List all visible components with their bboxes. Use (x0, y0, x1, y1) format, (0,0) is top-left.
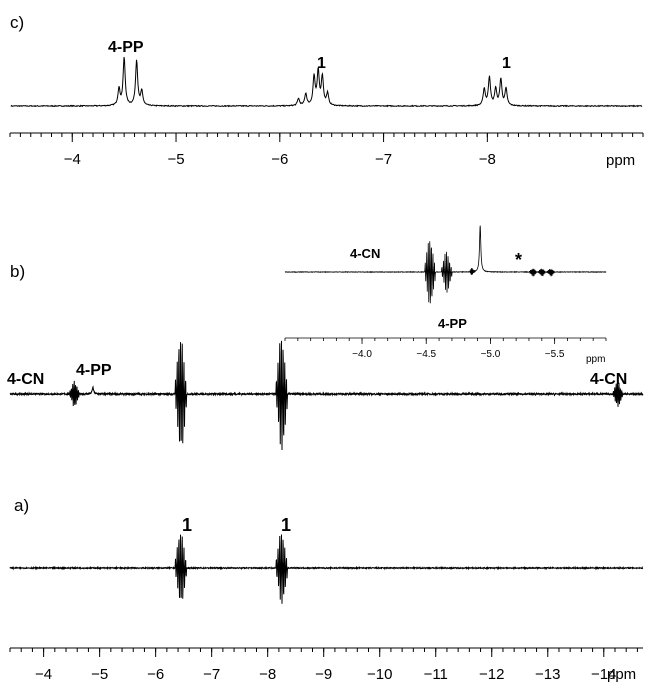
tick-label: −4.5 (416, 349, 436, 360)
panel-c-axis-unit: ppm (606, 152, 635, 169)
panel-c-peak-label-4pp: 4-PP (108, 39, 144, 56)
panel-a-axis-unit: ppm (607, 666, 636, 683)
panel-b-spectrum-trace (9, 340, 644, 451)
tick-label: −7 (203, 666, 220, 683)
panel-b-peak-label-4cn-right: 4-CN (590, 371, 627, 388)
panel-b-peak-label-4cn-left: 4-CN (7, 371, 44, 388)
tick-label: −6 (271, 151, 288, 168)
tick-label: −5.5 (545, 349, 565, 360)
panel-c-x-ticks: −4 −5 −6 −7 −8 (9, 133, 644, 168)
tick-label: −4.0 (352, 349, 372, 360)
panel-a-spectrum-trace (9, 534, 644, 604)
tick-label: −11 (424, 666, 448, 683)
inset-peak-label-4pp: 4-PP (438, 316, 467, 331)
panel-a-x-ticks: −4 −5 −6 −7 −8 −9 −10 −11 −12 −13 −14 (9, 648, 638, 683)
tick-label: −4 (35, 666, 52, 683)
panel-b-inset: 4-CN 4-PP * −4.0 −4.5 −5.0 −5.5 ppm (284, 225, 607, 365)
tick-label: −5 (91, 666, 108, 683)
tick-label: −8 (479, 151, 496, 168)
inset-x-ticks: −4.0 −4.5 −5.0 −5.5 (284, 338, 607, 360)
tick-label: −8 (259, 666, 276, 683)
panel-a-label: a) (14, 496, 29, 515)
inset-peak-label-4cn: 4-CN (350, 246, 380, 261)
tick-label: −9 (315, 666, 332, 683)
panel-a: a) 1 1 −4 −5 −6 −7 −8 −9 −10 −11 −12 −13 −14 ppm (9, 496, 644, 683)
tick-label: −4 (64, 151, 81, 168)
tick-label: −14 (591, 666, 616, 683)
panel-c-peak-label-1b: 1 (502, 55, 511, 72)
tick-label: −5.0 (481, 349, 501, 360)
tick-label: −13 (535, 666, 560, 683)
panel-a-peak-label-1b: 1 (281, 515, 291, 535)
panel-c: c) 4-PP 1 1 −4 −5 −6 −7 −8 ppm (9, 13, 644, 169)
panel-b-peak-label-4pp: 4-PP (76, 362, 112, 379)
tick-label: −12 (479, 666, 504, 683)
inset-axis-unit: ppm (586, 354, 605, 365)
tick-label: −10 (367, 666, 392, 683)
panel-a-peak-label-1a: 1 (182, 515, 192, 535)
tick-label: −6 (147, 666, 164, 683)
panel-c-spectrum-trace (10, 56, 643, 108)
tick-label: −5 (167, 151, 184, 168)
panel-c-label: c) (10, 13, 24, 32)
inset-spectrum-trace (284, 225, 607, 304)
inset-impurity-marker: * (515, 250, 522, 270)
tick-label: −7 (375, 151, 392, 168)
panel-b-label: b) (10, 262, 25, 281)
panel-c-peak-label-1a: 1 (317, 55, 326, 72)
panel-b: b) 4-CN 4-PP 4-CN 4-CN 4-PP * −4.0 −4.5 −5… (7, 225, 644, 451)
